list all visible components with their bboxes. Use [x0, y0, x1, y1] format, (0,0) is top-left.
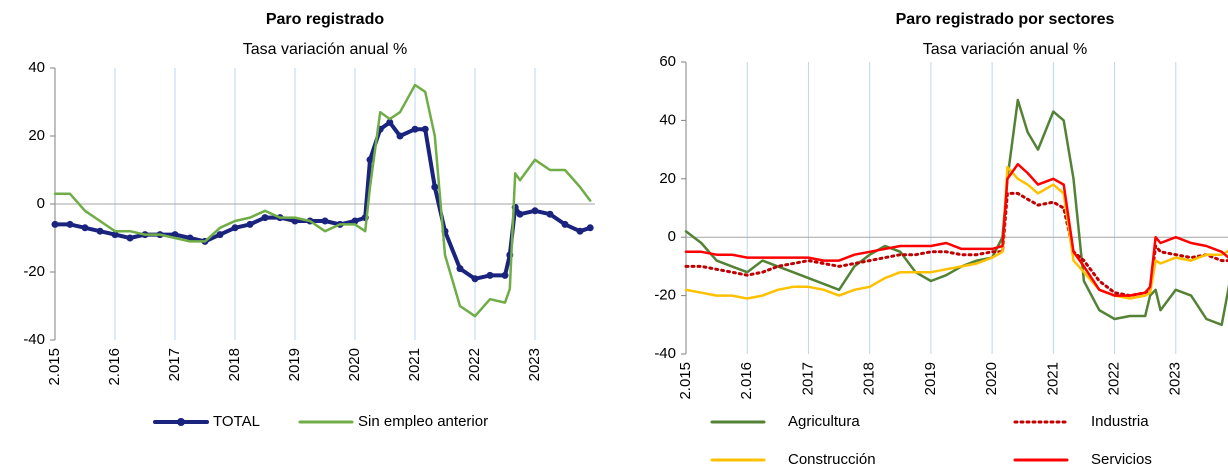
point — [586, 224, 594, 232]
point — [96, 227, 104, 235]
y-tick-label: -20 — [654, 287, 676, 304]
point — [366, 156, 374, 164]
x-tick-label: 2017 — [799, 362, 816, 395]
y-tick-label: -20 — [23, 263, 45, 280]
line — [684, 191, 1228, 298]
point — [471, 275, 479, 283]
y-tick-label: -40 — [654, 345, 676, 362]
point — [546, 210, 554, 218]
legend-label: Servicios — [1091, 451, 1152, 465]
line — [684, 162, 1228, 297]
x-tick-label: 2017 — [166, 348, 183, 381]
x-tick-label: 2019 — [286, 348, 303, 381]
y-tick-label: -40 — [23, 331, 45, 348]
point — [51, 220, 59, 228]
line — [53, 83, 592, 318]
point — [486, 271, 494, 279]
point — [261, 214, 269, 222]
point — [321, 217, 329, 225]
x-tick-label: 2022 — [1106, 362, 1123, 395]
chart-title: Paro registrado por sectores — [896, 11, 1115, 28]
x-tick-label: 2021 — [1044, 362, 1061, 395]
point — [501, 271, 509, 279]
point — [516, 210, 524, 218]
legend-label: Sin empleo anterior — [358, 413, 488, 430]
point — [411, 125, 419, 133]
y-tick-label: 20 — [28, 127, 45, 144]
y-tick-label: 40 — [659, 111, 676, 128]
point — [396, 132, 404, 140]
x-tick-label: 2.016 — [106, 348, 123, 386]
chart-subtitle: Tasa variación anual % — [243, 41, 408, 58]
x-tick-label: 2023 — [526, 348, 543, 381]
legend-label: TOTAL — [213, 413, 260, 430]
point — [421, 125, 429, 133]
legend-label: Agricultura — [788, 413, 860, 430]
y-tick-label: 40 — [28, 59, 45, 76]
legend-marker — [177, 418, 185, 426]
legend-label: Industria — [1091, 413, 1149, 430]
point — [111, 231, 119, 239]
chart-subtitle: Tasa variación anual % — [923, 41, 1088, 58]
point — [81, 224, 89, 232]
x-tick-label: 2018 — [226, 348, 243, 381]
line — [684, 165, 1228, 300]
point — [66, 220, 74, 228]
point — [246, 220, 254, 228]
x-tick-label: 2023 — [1167, 362, 1184, 395]
y-tick-label: 20 — [659, 170, 676, 187]
x-tick-label: 2021 — [406, 348, 423, 381]
x-tick-label: 2020 — [983, 362, 1000, 395]
point — [216, 231, 224, 239]
point — [456, 265, 464, 273]
x-tick-label: 2.015 — [677, 362, 694, 400]
x-tick-label: 2.015 — [46, 348, 63, 386]
point — [351, 217, 359, 225]
point — [531, 207, 539, 215]
legend-label: Construcción — [788, 451, 876, 465]
y-tick-label: 0 — [37, 195, 45, 212]
point — [431, 183, 439, 191]
x-tick-label: 2019 — [922, 362, 939, 395]
point — [386, 118, 394, 126]
x-tick-label: 2.016 — [738, 362, 755, 400]
point — [576, 227, 584, 235]
chart-title: Paro registrado — [266, 11, 384, 28]
point — [231, 224, 239, 232]
x-tick-label: 2022 — [466, 348, 483, 381]
x-tick-label: 2020 — [346, 348, 363, 381]
y-tick-label: 60 — [659, 53, 676, 70]
x-tick-label: 2018 — [861, 362, 878, 395]
point — [561, 220, 569, 228]
point — [126, 234, 134, 242]
y-tick-label: 0 — [668, 228, 676, 245]
